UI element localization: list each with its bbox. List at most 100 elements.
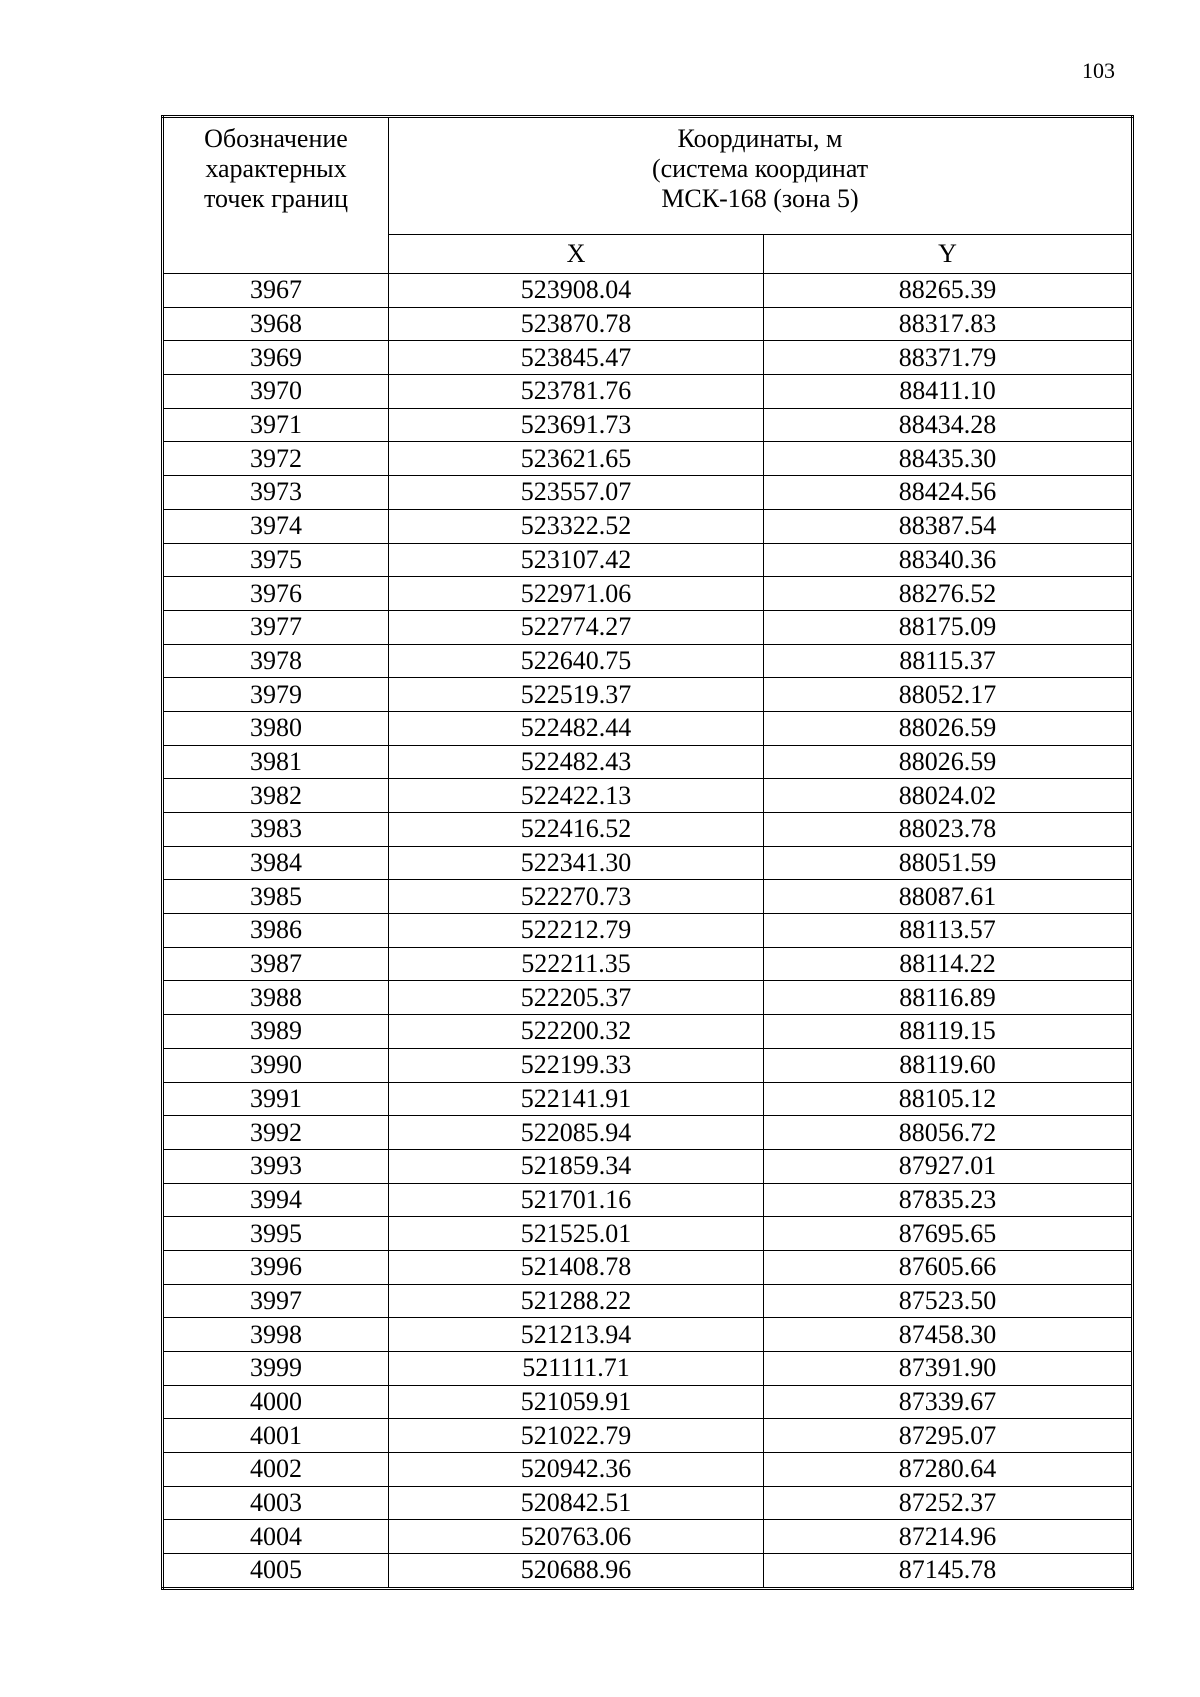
y-value: 88051.59 <box>763 845 1133 881</box>
y-value: 88114.22 <box>763 946 1133 982</box>
point-id: 3997 <box>162 1283 389 1319</box>
point-id: 3988 <box>162 980 389 1016</box>
point-id: 3990 <box>162 1047 389 1083</box>
y-value: 87145.78 <box>763 1553 1133 1589</box>
x-value: 520942.36 <box>388 1452 764 1487</box>
x-value: 523621.65 <box>388 441 764 477</box>
point-id: 3985 <box>162 879 389 915</box>
y-value: 88340.36 <box>763 542 1133 578</box>
header-y: Y <box>763 234 1133 274</box>
point-id: 3981 <box>162 744 389 780</box>
table-row: 3970 523781.76 88411.10 <box>162 374 1133 409</box>
table-row: 3977 522774.27 88175.09 <box>162 609 1133 645</box>
x-value: 520763.06 <box>388 1519 764 1555</box>
point-id: 4005 <box>162 1553 389 1589</box>
x-value: 521288.22 <box>388 1283 764 1319</box>
y-value: 88119.60 <box>763 1047 1133 1083</box>
table-row: 3982 522422.13 88024.02 <box>162 778 1133 813</box>
page-number: 103 <box>1082 58 1115 83</box>
point-id: 3982 <box>162 778 389 813</box>
x-value: 522422.13 <box>388 778 764 813</box>
table-row: 3972 523621.65 88435.30 <box>162 441 1133 477</box>
header-line: характерных <box>205 154 347 183</box>
y-value: 88276.52 <box>763 576 1133 611</box>
y-value: 88087.61 <box>763 879 1133 915</box>
header-line: МСК-168 (зона 5) <box>661 184 859 213</box>
table-row: 3973 523557.07 88424.56 <box>162 475 1133 510</box>
y-value: 88371.79 <box>763 340 1133 376</box>
y-value: 88024.02 <box>763 778 1133 813</box>
x-value: 523781.76 <box>388 374 764 409</box>
coordinates-table: Обозначение характерных точек границ Коо… <box>161 115 1134 1590</box>
point-id: 3999 <box>162 1351 389 1386</box>
table-row: 3992 522085.94 88056.72 <box>162 1115 1133 1150</box>
point-id: 3979 <box>162 677 389 712</box>
x-value: 523107.42 <box>388 542 764 578</box>
table-row: 3968 523870.78 88317.83 <box>162 306 1133 342</box>
y-value: 88115.37 <box>763 643 1133 679</box>
point-id: 3995 <box>162 1216 389 1251</box>
point-id: 3996 <box>162 1249 389 1285</box>
table-row: 3998 521213.94 87458.30 <box>162 1317 1133 1352</box>
y-value: 87252.37 <box>763 1485 1133 1521</box>
y-value: 88175.09 <box>763 609 1133 645</box>
y-value: 88434.28 <box>763 407 1133 443</box>
x-value: 523870.78 <box>388 306 764 342</box>
table-row: 3975 523107.42 88340.36 <box>162 542 1133 578</box>
y-value: 88317.83 <box>763 306 1133 342</box>
point-id: 3994 <box>162 1182 389 1218</box>
point-id: 3972 <box>162 441 389 477</box>
y-value: 87605.66 <box>763 1249 1133 1285</box>
x-value: 522640.75 <box>388 643 764 679</box>
table-row: 3987 522211.35 88114.22 <box>162 946 1133 982</box>
y-value: 88435.30 <box>763 441 1133 477</box>
table-row: 3983 522416.52 88023.78 <box>162 812 1133 847</box>
point-id: 3986 <box>162 913 389 948</box>
y-value: 88113.57 <box>763 913 1133 948</box>
table-row: 3978 522640.75 88115.37 <box>162 643 1133 679</box>
y-value: 87339.67 <box>763 1384 1133 1420</box>
table-row: 3996 521408.78 87605.66 <box>162 1249 1133 1285</box>
table-row: 3981 522482.43 88026.59 <box>162 744 1133 780</box>
header-x: X <box>388 234 764 274</box>
point-id: 4003 <box>162 1485 389 1521</box>
y-value: 87458.30 <box>763 1317 1133 1352</box>
table-row: 3999 521111.71 87391.90 <box>162 1351 1133 1386</box>
table-row: 4003 520842.51 87252.37 <box>162 1485 1133 1521</box>
point-id: 3976 <box>162 576 389 611</box>
table-row: 3979 522519.37 88052.17 <box>162 677 1133 712</box>
y-value: 88056.72 <box>763 1115 1133 1150</box>
point-id: 3989 <box>162 1014 389 1049</box>
table-row: 3974 523322.52 88387.54 <box>162 508 1133 544</box>
table-row: 4000 521059.91 87339.67 <box>162 1384 1133 1420</box>
x-value: 521022.79 <box>388 1418 764 1454</box>
y-value: 88023.78 <box>763 812 1133 847</box>
point-id: 4004 <box>162 1519 389 1555</box>
point-id: 3973 <box>162 475 389 510</box>
x-value: 523908.04 <box>388 273 764 308</box>
x-value: 522519.37 <box>388 677 764 712</box>
table-row: 3969 523845.47 88371.79 <box>162 340 1133 376</box>
table-row: 3997 521288.22 87523.50 <box>162 1283 1133 1319</box>
header-point-designation: Обозначение характерных точек границ <box>162 116 389 274</box>
table-row: 3989 522200.32 88119.15 <box>162 1014 1133 1049</box>
point-id: 4002 <box>162 1452 389 1487</box>
table-row: 4005 520688.96 87145.78 <box>162 1553 1133 1589</box>
point-id: 3969 <box>162 340 389 376</box>
table-row: 3993 521859.34 87927.01 <box>162 1148 1133 1184</box>
table-row: 4002 520942.36 87280.64 <box>162 1452 1133 1487</box>
table-row: 3971 523691.73 88434.28 <box>162 407 1133 443</box>
point-id: 3980 <box>162 710 389 746</box>
y-value: 88105.12 <box>763 1081 1133 1117</box>
x-value: 523322.52 <box>388 508 764 544</box>
x-value: 521408.78 <box>388 1249 764 1285</box>
x-value: 522085.94 <box>388 1115 764 1150</box>
x-value: 523691.73 <box>388 407 764 443</box>
point-id: 3987 <box>162 946 389 982</box>
y-value: 88387.54 <box>763 508 1133 544</box>
x-value: 522200.32 <box>388 1014 764 1049</box>
y-value: 87295.07 <box>763 1418 1133 1454</box>
x-value: 522141.91 <box>388 1081 764 1117</box>
table-row: 3984 522341.30 88051.59 <box>162 845 1133 881</box>
y-value: 87523.50 <box>763 1283 1133 1319</box>
